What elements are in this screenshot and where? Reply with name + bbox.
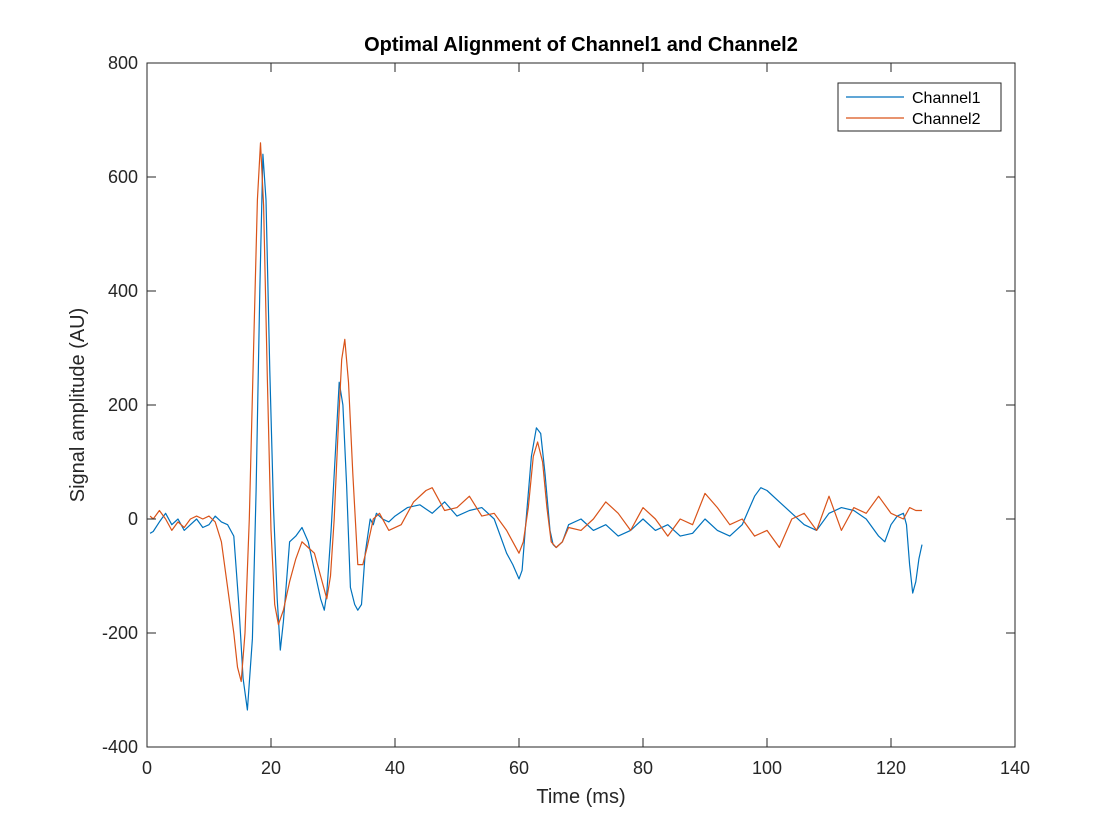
x-axis-label: Time (ms) <box>536 786 625 808</box>
y-tick-label: 400 <box>108 281 138 301</box>
legend-box <box>837 82 1002 132</box>
x-tick-label: 20 <box>261 758 281 778</box>
x-tick-label: 40 <box>385 758 405 778</box>
x-tick-label: 120 <box>876 758 906 778</box>
x-tick-label: 0 <box>142 758 152 778</box>
series-layer <box>149 142 923 711</box>
legend: Channel1 Channel2 <box>837 82 1002 132</box>
x-tick-label: 80 <box>633 758 653 778</box>
y-tick-label: 200 <box>108 395 138 415</box>
plot-area <box>147 63 1015 747</box>
series-line-channel1 <box>149 153 923 711</box>
y-tick-label: -400 <box>102 737 138 757</box>
y-tick-label: 800 <box>108 53 138 73</box>
x-tick-label: 60 <box>509 758 529 778</box>
ticks-layer: 0 20 40 60 80 100 120 140 -400 -200 0 200 400 600 800 <box>102 53 1030 778</box>
y-axis-label: Signal amplitude (AU) <box>67 308 89 503</box>
x-tick-label: 140 <box>1000 758 1030 778</box>
legend-label-channel1: Channel1 <box>912 90 981 107</box>
legend-label-channel2: Channel2 <box>912 111 981 128</box>
y-tick-label: -200 <box>102 623 138 643</box>
y-tick-label: 600 <box>108 167 138 187</box>
y-tick-label: 0 <box>128 509 138 529</box>
chart-title: Optimal Alignment of Channel1 and Channe… <box>364 34 798 56</box>
x-tick-label: 100 <box>752 758 782 778</box>
series-line-channel2 <box>149 142 922 683</box>
